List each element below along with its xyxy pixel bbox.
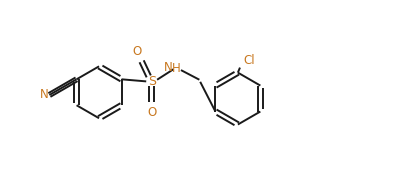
Text: N: N xyxy=(40,89,48,101)
Text: S: S xyxy=(148,75,156,88)
Text: H: H xyxy=(172,62,180,74)
Text: O: O xyxy=(147,106,156,119)
Text: N: N xyxy=(164,61,173,74)
Text: Cl: Cl xyxy=(243,54,255,67)
Text: O: O xyxy=(132,45,141,58)
